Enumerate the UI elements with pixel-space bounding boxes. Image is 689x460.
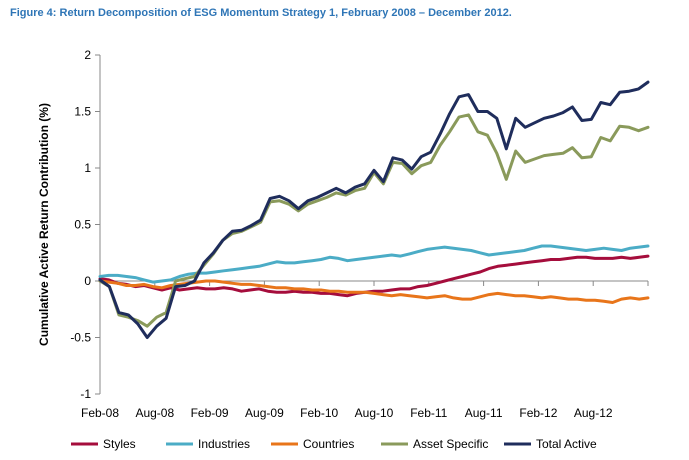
y-tick-label: 2 [84, 48, 91, 62]
x-tick-label: Feb-10 [300, 406, 338, 420]
legend-label-asset-specific: Asset Specific [413, 437, 488, 451]
legend-label-styles: Styles [103, 437, 136, 451]
x-tick-label: Aug-11 [465, 406, 503, 420]
legend-label-industries: Industries [198, 437, 250, 451]
y-tick-label: -1 [80, 387, 91, 401]
x-tick-label: Feb-08 [81, 406, 119, 420]
x-tick-label: Aug-12 [574, 406, 613, 420]
series-line-styles [98, 254, 650, 298]
series-line-total-active [98, 80, 650, 339]
y-tick-label: -0.5 [70, 331, 91, 345]
y-tick-label: 1.5 [74, 105, 91, 119]
x-tick-label: Aug-08 [135, 406, 174, 420]
legend-label-total-active: Total Active [536, 437, 597, 451]
series-line-industries [98, 244, 650, 284]
legend-label-countries: Countries [303, 437, 354, 451]
y-tick-label: 1 [84, 161, 91, 175]
x-tick-label: Aug-10 [355, 406, 394, 420]
x-tick-label: Feb-12 [519, 406, 557, 420]
y-tick-label: 0 [84, 274, 91, 288]
chart-title: Figure 4: Return Decomposition of ESG Mo… [10, 7, 512, 19]
x-tick-label: Aug-09 [245, 406, 284, 420]
x-tick-label: Feb-11 [410, 406, 447, 420]
y-tick-label: 0.5 [74, 218, 91, 232]
x-tick-label: Feb-09 [191, 406, 229, 420]
y-axis-title: Cumulative Active Return Contribution (%… [37, 103, 51, 346]
